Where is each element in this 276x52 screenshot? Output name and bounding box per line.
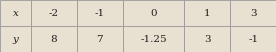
Text: 0: 0 [150, 8, 157, 18]
Text: 3: 3 [250, 8, 256, 18]
Bar [31, 0, 77, 26]
Text: y: y [13, 34, 18, 44]
Text: -1: -1 [248, 34, 258, 44]
Text: 7: 7 [97, 34, 103, 44]
Text: -1: -1 [95, 8, 105, 18]
Bar [77, 26, 123, 52]
Bar [77, 0, 123, 26]
Text: x: x [13, 8, 18, 18]
Bar [230, 0, 276, 26]
Bar [184, 26, 230, 52]
Text: 8: 8 [51, 34, 57, 44]
Bar [0, 0, 31, 26]
Bar [123, 0, 184, 26]
Text: -1.25: -1.25 [140, 34, 167, 44]
Bar [31, 26, 77, 52]
Bar [230, 26, 276, 52]
Bar [0, 26, 31, 52]
Text: -2: -2 [49, 8, 59, 18]
Text: 3: 3 [204, 34, 211, 44]
Bar [184, 0, 230, 26]
Bar [123, 26, 184, 52]
Text: 1: 1 [204, 8, 211, 18]
